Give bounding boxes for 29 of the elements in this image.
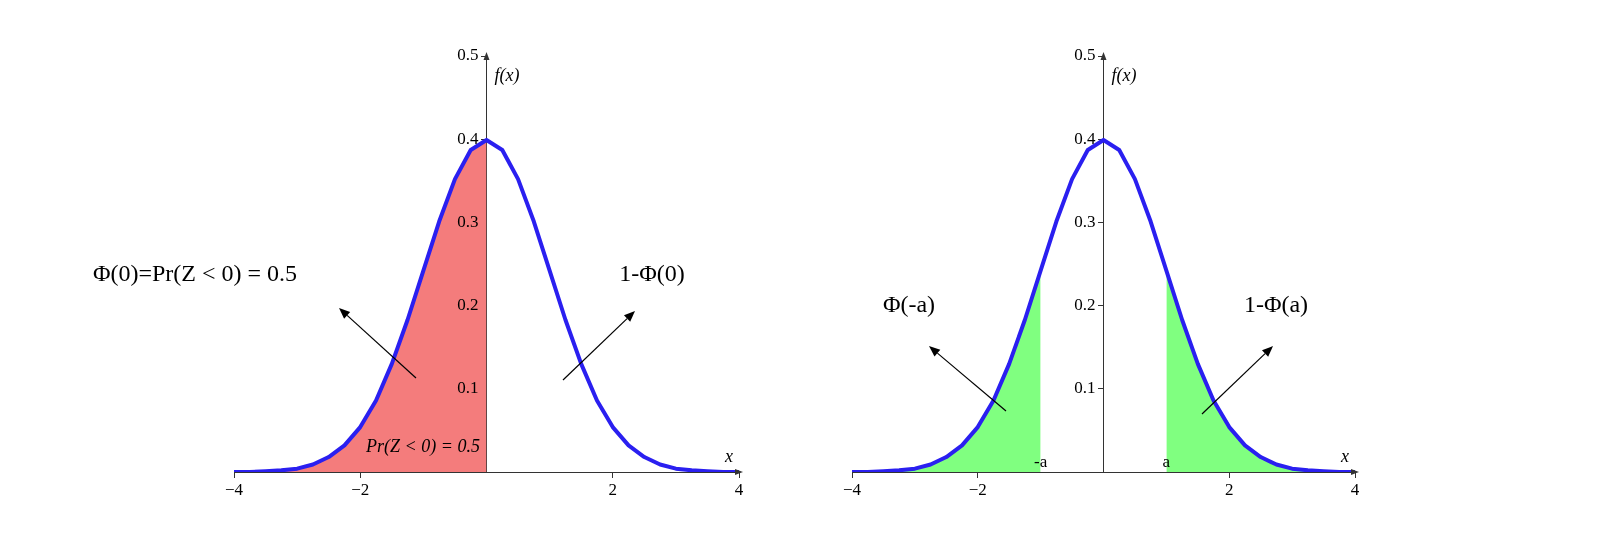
y-axis-title: f(x): [494, 64, 520, 86]
annotation: a: [1162, 451, 1171, 471]
annotation: 1-Φ(a): [1243, 291, 1309, 318]
y-tick-label: 0.4: [457, 128, 479, 148]
x-axis-title: x: [1340, 445, 1349, 466]
y-tick-label: 0.5: [457, 45, 479, 65]
annotation: -a: [1034, 451, 1048, 471]
y-tick-label: 0.1: [1074, 378, 1096, 398]
x-tick-label: −2: [351, 479, 370, 499]
x-tick-label: −4: [842, 479, 862, 499]
x-tick-label: −4: [224, 479, 244, 499]
annotation: Φ(-a): [882, 291, 936, 318]
y-tick-label: 0.5: [1074, 45, 1096, 65]
y-axis-title: f(x): [1111, 64, 1137, 86]
x-tick-label: 4: [734, 479, 744, 499]
y-tick-label: 0.4: [1074, 128, 1096, 148]
x-tick-label: 2: [608, 479, 617, 499]
y-tick-label: 0.1: [457, 378, 479, 398]
y-tick-label: 0.3: [1074, 211, 1096, 231]
x-axis-title: x: [724, 445, 733, 466]
x-tick-label: 4: [1350, 479, 1360, 499]
annotation: Φ(0)=Pr(Z < 0) = 0.5: [92, 260, 298, 287]
y-tick-label: 0.2: [1074, 295, 1096, 315]
annotation: 1-Φ(0): [619, 260, 685, 287]
y-tick-label: 0.2: [457, 295, 479, 315]
y-tick-label: 0.3: [457, 211, 479, 231]
x-tick-label: 2: [1225, 479, 1234, 499]
x-tick-label: −2: [968, 479, 987, 499]
annotation: Pr(Z < 0) = 0.5: [365, 435, 480, 457]
